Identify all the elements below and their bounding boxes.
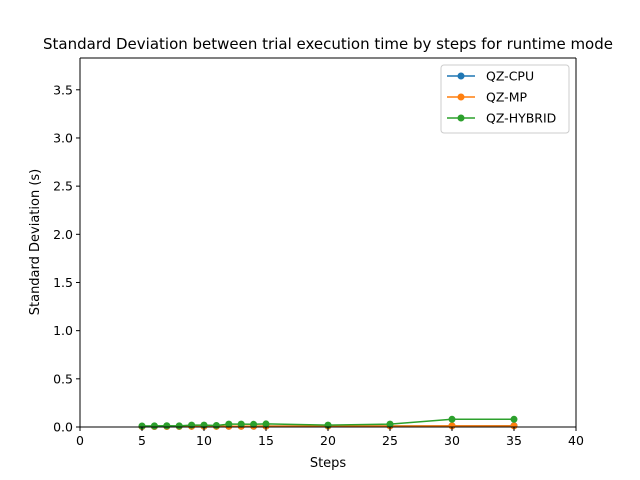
data-point <box>510 422 518 430</box>
data-point <box>150 422 158 430</box>
data-point <box>163 422 171 430</box>
chart-title: Standard Deviation between trial executi… <box>43 35 613 53</box>
x-axis-label: Steps <box>310 456 347 471</box>
x-tick-label: 15 <box>258 433 274 448</box>
legend-label: QZ-CPU <box>486 69 534 84</box>
x-tick-label: 40 <box>568 433 584 448</box>
axes-spines <box>79 57 577 428</box>
y-tick-label: 3.5 <box>53 82 73 97</box>
data-point <box>237 420 245 428</box>
x-tick-label: 30 <box>444 433 460 448</box>
x-tick-label: 10 <box>196 433 212 448</box>
x-tick-label: 35 <box>506 433 522 448</box>
y-axis-label: Standard Deviation (s) <box>28 169 43 316</box>
legend-items: QZ-CPU QZ-MP QZ-HYBRID <box>447 69 556 126</box>
legend-label: QZ-HYBRID <box>486 111 556 126</box>
y-tick-label: 2.5 <box>53 179 73 194</box>
data-point <box>188 421 196 429</box>
data-point <box>175 422 183 430</box>
series-layer <box>138 415 518 431</box>
legend-item: QZ-CPU <box>447 69 534 84</box>
data-point <box>262 420 270 428</box>
y-tick-label: 0.0 <box>53 420 73 435</box>
data-point <box>448 422 456 430</box>
data-point <box>386 420 394 428</box>
x-tick-label: 25 <box>382 433 398 448</box>
data-point <box>250 420 258 428</box>
data-point <box>510 415 518 423</box>
legend-marker <box>457 72 465 80</box>
data-point <box>138 422 146 430</box>
y-tick-label: 2.0 <box>53 227 73 242</box>
y-tick-label: 0.5 <box>53 371 73 386</box>
x-tick-label: 20 <box>320 433 336 448</box>
legend-marker <box>457 93 465 101</box>
data-point <box>212 421 220 429</box>
legend-box <box>440 64 570 134</box>
y-tick-label: 1.5 <box>53 275 73 290</box>
x-tick-label: 5 <box>138 433 146 448</box>
y-tick-label: 3.0 <box>53 130 73 145</box>
data-point <box>225 420 233 428</box>
legend-item: QZ-HYBRID <box>447 111 556 126</box>
x-tick-label: 0 <box>76 433 84 448</box>
legend-label: QZ-MP <box>486 90 527 105</box>
x-axis-ticks: 0 5 10 15 20 25 30 35 40 <box>76 427 584 448</box>
legend-marker <box>457 114 465 122</box>
data-point <box>448 415 456 423</box>
legend-item: QZ-MP <box>447 90 527 105</box>
legend: QZ-CPU QZ-MP QZ-HYBRID <box>440 64 570 134</box>
y-tick-label: 1.0 <box>53 323 73 338</box>
y-axis-ticks: 0.0 0.5 1.0 1.5 2.0 2.5 3.0 3.5 <box>53 82 80 435</box>
